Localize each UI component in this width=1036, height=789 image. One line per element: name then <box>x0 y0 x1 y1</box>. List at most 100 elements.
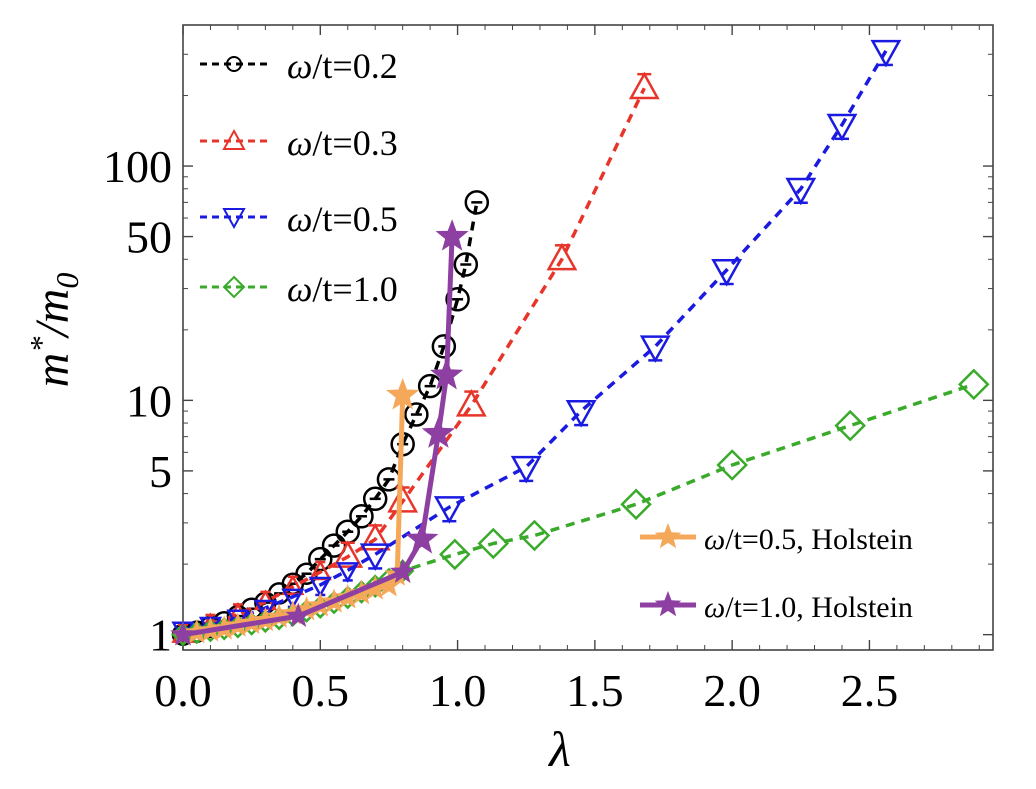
data-point-star <box>421 416 455 448</box>
data-point-triangle-up <box>628 71 660 100</box>
legend-text: /t=1.0 <box>312 269 397 309</box>
svg-text:ω/t=1.0, Holstein: ω/t=1.0, Holstein <box>704 591 913 624</box>
legend-bottom-right: ω/t=0.5, Holstein ω/t=1.0, Holstein <box>640 523 913 624</box>
data-point-circle <box>362 486 388 512</box>
data-point-triangle-down <box>433 496 465 524</box>
series--t-0.3 <box>171 71 660 643</box>
data-point-triangle-down <box>711 258 743 287</box>
legend-omega: ω <box>287 46 312 86</box>
y-label-m0: m <box>26 289 79 324</box>
data-point-triangle-down <box>308 576 332 598</box>
legend-marker-circle <box>226 56 242 72</box>
legend-text: /t=1.0, Holstein <box>725 591 913 624</box>
legend-marker-star <box>654 523 682 549</box>
data-point-star <box>430 357 464 390</box>
y-tick-label: 50 <box>126 212 172 263</box>
data-point-diamond <box>477 527 510 560</box>
series-line <box>182 395 406 638</box>
x-tick-labels: 0.0 0.5 1.0 1.5 2.0 2.5 <box>154 665 898 716</box>
data-point-triangle-down <box>359 543 391 571</box>
y-tick-label: 10 <box>126 375 172 426</box>
legend-entry-omega-0.3: ω/t=0.3 <box>200 123 398 163</box>
data-point-diamond <box>620 488 652 521</box>
y-axis-label: m*/m0 <box>23 273 85 388</box>
legend-text: /t=0.5, Holstein <box>725 523 913 556</box>
y-tick-labels: 1 5 10 50 100 <box>103 141 172 661</box>
data-point-triangle-down <box>870 39 902 68</box>
axis-ticks <box>182 25 993 650</box>
data-point-triangle-down <box>639 335 671 363</box>
legend-text: /t=0.5 <box>312 199 397 239</box>
data-series <box>170 39 990 647</box>
y-label-star: * <box>23 337 59 353</box>
plot-frame <box>182 24 994 651</box>
data-point-star <box>435 219 469 251</box>
y-label-m0-sub: 0 <box>49 273 85 289</box>
data-point-star <box>170 621 196 646</box>
data-point-diamond <box>958 368 990 401</box>
y-tick-label: 5 <box>149 446 172 497</box>
x-tick-label: 1.0 <box>429 665 487 716</box>
data-point-circle <box>464 190 490 215</box>
legend-marker-diamond <box>222 275 246 299</box>
data-point-circle <box>453 252 479 277</box>
svg-text:ω/t=0.5, Holstein: ω/t=0.5, Holstein <box>704 523 913 556</box>
data-point-star <box>389 558 416 583</box>
data-point-diamond <box>439 538 471 571</box>
legend-omega: ω <box>287 199 312 239</box>
series-line <box>182 202 479 637</box>
legend-text: /t=0.2 <box>312 46 397 86</box>
legend-entry-holstein-0.5: ω/t=0.5, Holstein <box>640 523 913 556</box>
data-point-diamond <box>716 449 748 481</box>
y-tick-label: 100 <box>103 141 172 192</box>
legend-omega: ω <box>704 523 725 556</box>
x-tick-label: 1.5 <box>566 665 624 716</box>
data-point-triangle-down <box>510 455 542 484</box>
x-tick-label: 0.0 <box>154 665 212 716</box>
x-axis-label: λ <box>547 721 571 777</box>
data-point-triangle-up <box>281 574 305 596</box>
data-point-triangle-up <box>455 389 487 417</box>
legend-omega: ω <box>287 123 312 163</box>
legend-top-left: ω/t=0.2 ω/t=0.3 ω/t=0.5 ω/t=1.0 <box>200 46 398 309</box>
legend-entry-omega-0.2: ω/t=0.2 <box>200 46 398 86</box>
legend-marker-triangle-up <box>222 128 246 150</box>
legend-omega: ω <box>287 269 312 309</box>
svg-text:ω/t=0.2: ω/t=0.2 <box>287 46 398 86</box>
data-point-triangle-down <box>253 599 278 621</box>
data-point-diamond <box>518 519 551 552</box>
legend-entry-omega-0.5: ω/t=0.5 <box>200 199 398 239</box>
svg-text:ω/t=0.5: ω/t=0.5 <box>287 199 398 239</box>
legend-text: /t=0.3 <box>312 123 397 163</box>
svg-text:ω/t=1.0: ω/t=1.0 <box>287 269 398 309</box>
y-label-slash: / <box>26 320 79 340</box>
x-tick-label: 2.0 <box>703 665 761 716</box>
legend-entry-holstein-1.0: ω/t=1.0, Holstein <box>640 591 913 624</box>
x-tick-label: 0.5 <box>292 665 350 716</box>
data-point-triangle-down <box>336 562 360 583</box>
data-point-triangle-down <box>565 400 597 428</box>
series-line <box>182 87 646 637</box>
y-label-m: m <box>26 353 79 388</box>
data-point-circle <box>404 402 429 427</box>
data-point-triangle-up <box>359 522 391 551</box>
svg-text:ω/t=0.3: ω/t=0.3 <box>287 123 398 163</box>
series--t-1.0-holstein <box>170 219 469 646</box>
data-point-star <box>405 521 439 554</box>
data-point-triangle-down <box>826 113 858 142</box>
y-tick-label: 1 <box>149 610 172 661</box>
data-point-circle <box>431 334 457 359</box>
data-point-circle <box>349 504 374 529</box>
data-point-triangle-down <box>785 177 817 206</box>
data-point-star <box>386 377 420 410</box>
data-point-triangle-down <box>281 588 305 610</box>
data-point-triangle-up <box>546 242 578 271</box>
data-point-circle <box>445 287 470 312</box>
legend-marker-star <box>654 591 682 617</box>
legend-marker-triangle-down <box>222 208 246 230</box>
legend-omega: ω <box>704 591 725 624</box>
data-point-triangle-up <box>387 484 419 513</box>
data-point-diamond <box>834 409 866 442</box>
